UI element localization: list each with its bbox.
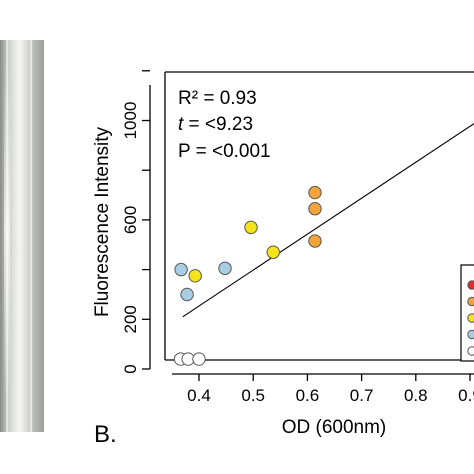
y-axis-title: Fluorescence Intensity — [92, 126, 113, 317]
x-axis-title: OD (600nm) — [282, 417, 387, 438]
data-point — [308, 202, 322, 216]
t-statistic-label: t = <9.23 — [178, 114, 253, 135]
y-tick-label: 200 — [121, 305, 140, 333]
r-squared-label: R² = 0.93 — [178, 88, 257, 109]
x-tick-label: 0.4 — [187, 386, 211, 405]
legend — [460, 264, 474, 362]
t-symbol: t — [178, 114, 184, 135]
data-point — [174, 262, 188, 277]
data-point — [188, 269, 202, 283]
y-axis-ticks: 0 200 600 1000 — [121, 70, 150, 374]
x-tick-label: 0.6 — [296, 386, 320, 405]
data-point — [192, 352, 206, 366]
t-value: = <9.23 — [183, 114, 253, 135]
x-tick-label: 0.5 — [241, 386, 265, 405]
p-value-label: P = <0.001 — [178, 141, 271, 162]
data-point — [308, 234, 322, 248]
legend-marker — [467, 313, 474, 323]
legend-marker — [467, 280, 474, 290]
legend-marker — [467, 329, 474, 340]
data-points — [173, 185, 322, 366]
x-tick-label: 0.9 — [458, 386, 474, 405]
panel-label: B. — [94, 421, 117, 448]
y-tick-label: 1000 — [121, 102, 140, 140]
regression-line — [182, 123, 474, 318]
data-point — [266, 245, 280, 259]
legend-marker — [467, 346, 474, 356]
y-tick-label: 0 — [121, 364, 140, 373]
y-tick-label: 600 — [121, 206, 140, 234]
data-point — [244, 220, 258, 235]
data-point — [218, 261, 232, 276]
legend-marker — [467, 296, 474, 307]
x-tick-label: 0.7 — [350, 386, 374, 405]
data-point — [308, 185, 322, 200]
x-axis-ticks: 0.4 0.5 0.6 0.7 0.8 0.9 — [187, 374, 474, 405]
x-tick-label: 0.8 — [404, 386, 428, 405]
cuvette-photo — [0, 40, 44, 432]
data-point — [180, 287, 194, 302]
